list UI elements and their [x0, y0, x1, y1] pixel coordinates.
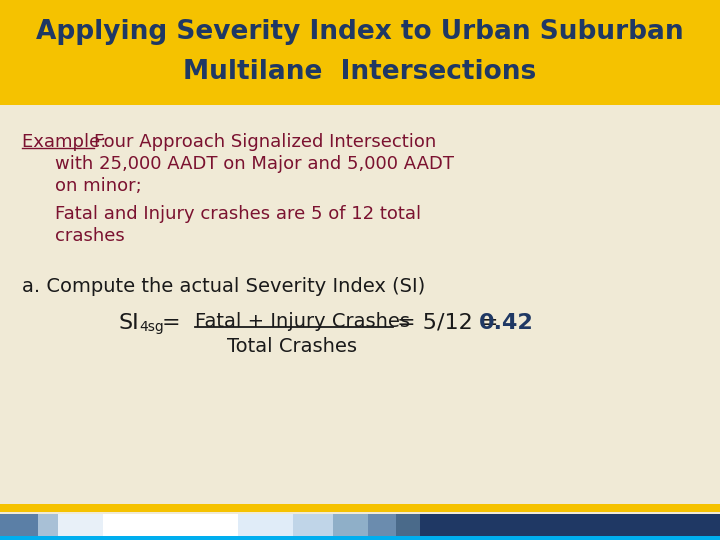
Text: 0.42: 0.42	[479, 313, 534, 333]
Bar	[0, 514, 38, 537]
Text: on minor;: on minor;	[55, 177, 142, 195]
Bar	[103, 514, 158, 537]
Text: Four Approach Signalized Intersection: Four Approach Signalized Intersection	[94, 133, 436, 151]
Bar	[58, 514, 103, 537]
Bar	[238, 514, 293, 537]
Bar	[333, 514, 368, 537]
Text: crashes: crashes	[55, 227, 125, 245]
Text: Fatal + Injury Crashes: Fatal + Injury Crashes	[195, 312, 410, 331]
Bar	[38, 514, 58, 537]
Bar	[368, 514, 396, 537]
Text: Fatal and Injury crashes are 5 of 12 total: Fatal and Injury crashes are 5 of 12 tot…	[55, 205, 421, 223]
Bar	[0, 0, 720, 105]
Text: a. Compute the actual Severity Index (SI): a. Compute the actual Severity Index (SI…	[22, 277, 426, 296]
Text: = 5/12 =: = 5/12 =	[397, 313, 498, 333]
Text: SI: SI	[118, 313, 139, 333]
Text: 4sg: 4sg	[139, 320, 163, 334]
Text: =: =	[162, 313, 181, 333]
Text: Example:: Example:	[22, 133, 112, 151]
Text: Multilane  Intersections: Multilane Intersections	[184, 59, 536, 85]
Bar	[0, 504, 720, 512]
Bar	[293, 514, 333, 537]
Bar	[396, 514, 421, 537]
Text: Applying Severity Index to Urban Suburban: Applying Severity Index to Urban Suburba…	[36, 19, 684, 45]
Text: with 25,000 AADT on Major and 5,000 AADT: with 25,000 AADT on Major and 5,000 AADT	[55, 155, 454, 173]
Text: Total Crashes: Total Crashes	[227, 337, 357, 356]
Bar	[0, 536, 720, 540]
Bar	[158, 514, 238, 537]
Bar	[420, 514, 720, 537]
